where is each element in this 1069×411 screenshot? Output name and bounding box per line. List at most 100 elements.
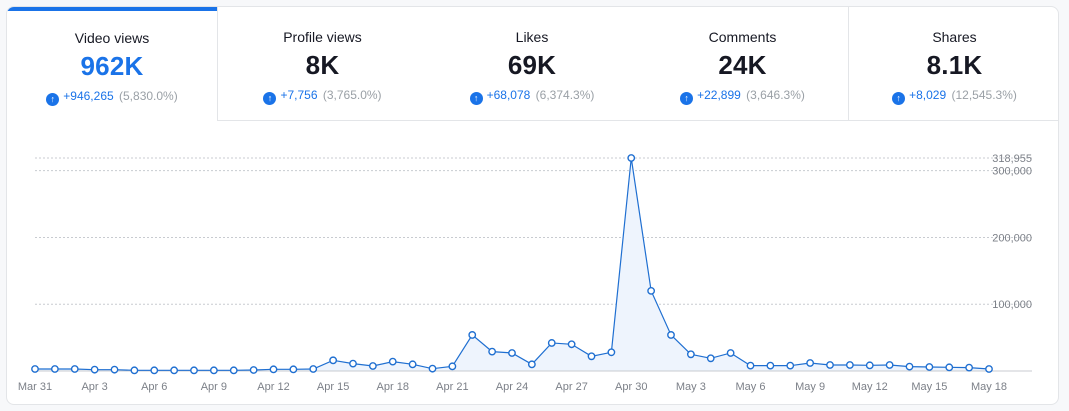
data-point: [667, 331, 675, 339]
tab-comments[interactable]: Comments 24K ↑ +22,899 (3,646.3%): [637, 7, 848, 121]
x-tick-label: May 9: [795, 381, 825, 393]
x-tick-label: Apr 12: [257, 381, 289, 393]
metric-tabs: Video views 962K ↑ +946,265 (5,830.0%) Pr…: [7, 7, 1058, 121]
data-point: [90, 365, 99, 374]
tab-change: ↑ +22,899 (3,646.3%): [637, 88, 848, 105]
data-point: [786, 361, 795, 370]
x-tick-label: May 15: [911, 381, 947, 393]
tab-change: ↑ +8,029 (12,545.3%): [849, 88, 1058, 105]
arrow-up-icon: ↑: [469, 92, 483, 105]
tab-change: ↑ +946,265 (5,830.0%): [7, 89, 217, 106]
data-point: [686, 350, 695, 359]
tab-divider: [848, 7, 849, 121]
data-point: [508, 349, 516, 357]
arrow-up-icon: ↑: [263, 92, 277, 105]
data-point: [746, 361, 755, 370]
tab-label: Shares: [932, 29, 977, 45]
data-point: [289, 365, 298, 374]
tab-change: ↑ +7,756 (3,765.0%): [218, 88, 427, 105]
data-point: [925, 363, 934, 371]
data-point: [826, 361, 834, 369]
tab-profile-views[interactable]: Profile views 8K ↑ +7,756 (3,765.0%): [218, 7, 427, 121]
data-point: [229, 366, 238, 375]
data-point: [965, 363, 974, 372]
tab-delta: +946,265: [63, 89, 114, 103]
data-point: [547, 339, 556, 347]
data-point: [587, 352, 596, 361]
tab-percent: (6,374.3%): [535, 88, 595, 102]
series-line: [35, 157, 990, 371]
x-tick-label: Apr 30: [615, 381, 647, 393]
data-point: [368, 362, 377, 370]
tab-label: Profile views: [283, 29, 362, 45]
data-point: [31, 365, 39, 373]
x-tick-label: Apr 21: [436, 381, 468, 393]
tab-percent: (3,765.0%): [322, 88, 382, 102]
data-point: [349, 359, 357, 368]
data-point: [150, 366, 159, 375]
x-tick-label: Apr 9: [201, 381, 227, 393]
data-point: [130, 366, 139, 375]
x-tick-label: Apr 3: [81, 381, 107, 393]
tab-value: 8K: [305, 50, 340, 80]
x-tick-label: May 12: [852, 381, 888, 393]
data-point: [945, 363, 954, 372]
y-tick-label: 200,000: [992, 232, 1032, 244]
arrow-up-icon: ↑: [680, 92, 694, 105]
data-point: [388, 357, 397, 366]
peak-value-label: 318,955: [992, 153, 1032, 165]
arrow-up-icon: ↑: [46, 93, 60, 106]
tab-label: Video views: [74, 30, 150, 46]
data-point: [885, 361, 894, 369]
tab-delta: +7,756: [280, 88, 318, 102]
data-point: [845, 361, 854, 369]
tab-delta: +22,899: [697, 88, 741, 102]
data-point: [607, 348, 616, 357]
tab-label: Comments: [708, 29, 777, 45]
data-point: [865, 361, 874, 370]
data-point: [329, 356, 338, 365]
data-point: [468, 331, 477, 339]
data-point: [905, 362, 914, 371]
data-point: [190, 366, 198, 375]
tab-delta: +68,078: [486, 88, 531, 102]
x-tick-label: May 18: [971, 381, 1007, 393]
data-point: [428, 364, 437, 373]
data-point: [50, 365, 59, 373]
x-tick-label: Apr 6: [141, 381, 167, 393]
x-tick-label: Apr 27: [555, 381, 587, 393]
tab-value: 962K: [80, 51, 144, 81]
data-point: [170, 366, 179, 375]
data-point: [627, 154, 636, 162]
tab-likes[interactable]: Likes 69K ↑ +68,078 (6,374.3%): [427, 7, 637, 121]
series-area: [35, 158, 989, 371]
data-point: [706, 354, 715, 363]
tab-change: ↑ +68,078 (6,374.3%): [427, 88, 637, 105]
x-tick-label: Mar 31: [18, 381, 52, 393]
tab-shares[interactable]: Shares 8.1K ↑ +8,029 (12,545.3%): [849, 7, 1058, 121]
analytics-card: Video views 962K ↑ +946,265 (5,830.0%) Pr…: [6, 6, 1059, 405]
y-tick-label: 100,000: [992, 299, 1032, 311]
arrow-up-icon: ↑: [892, 92, 906, 105]
data-point: [647, 286, 656, 295]
data-point: [269, 365, 278, 374]
data-point: [527, 360, 536, 369]
tab-value: 69K: [507, 50, 557, 80]
y-tick-label: 300,000: [992, 166, 1032, 178]
data-point: [209, 366, 218, 375]
data-point: [70, 365, 79, 373]
data-point: [567, 340, 576, 349]
tab-delta: +8,029: [909, 88, 947, 102]
x-tick-label: May 6: [736, 381, 766, 393]
data-point: [985, 365, 993, 373]
tab-video-views[interactable]: Video views 962K ↑ +946,265 (5,830.0%): [7, 7, 217, 121]
tab-percent: (3,646.3%): [746, 88, 805, 102]
data-point: [249, 366, 258, 374]
tab-percent: (12,545.3%): [951, 88, 1017, 102]
data-point: [726, 349, 735, 357]
tab-value: 24K: [718, 50, 767, 80]
data-point: [408, 360, 417, 369]
tab-percent: (5,830.0%): [119, 89, 178, 103]
x-tick-label: Apr 18: [377, 381, 409, 393]
